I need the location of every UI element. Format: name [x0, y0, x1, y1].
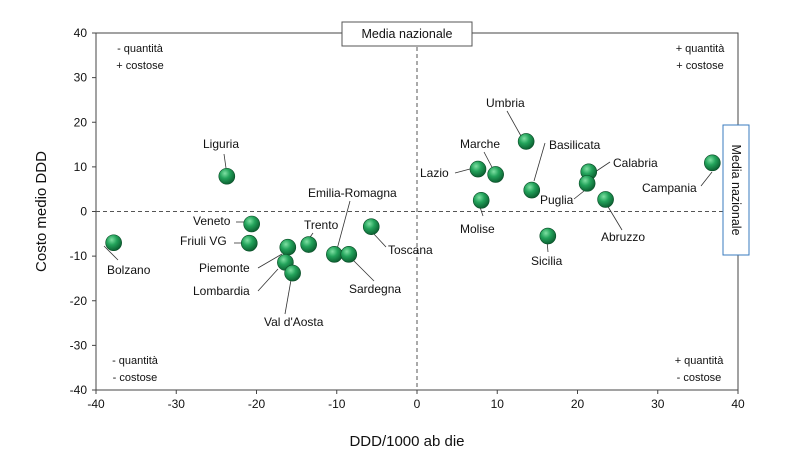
leader-abruzzo	[606, 204, 623, 231]
y-tick-label: 20	[74, 115, 88, 129]
label-abruzzo: Abruzzo	[601, 230, 645, 244]
x-tick-label: 0	[414, 397, 421, 411]
x-tick-label: 10	[491, 397, 505, 411]
point-puglia	[578, 175, 596, 192]
leader-val-d-aosta	[284, 279, 292, 315]
label-val-d-aosta: Val d'Aosta	[264, 315, 324, 329]
point-toscana	[362, 218, 380, 235]
x-tick-label: -40	[87, 397, 105, 411]
leader-bolzano	[103, 245, 119, 261]
label-emilia-romagna: Emilia-Romagna	[308, 186, 397, 200]
point-abruzzo	[597, 191, 614, 208]
quadrant-note-bottom-right: - costose	[677, 372, 722, 384]
reference-lines	[96, 33, 738, 390]
leader-toscana	[372, 232, 387, 248]
leader-lazio	[454, 168, 471, 174]
quadrant-note-top-left: - quantità	[117, 43, 164, 55]
horizontal-mean-label-box	[722, 124, 750, 256]
x-tick-label: 30	[651, 397, 665, 411]
y-tick-label: -10	[70, 249, 88, 263]
point-sicilia	[539, 227, 557, 245]
leader-campania	[700, 171, 713, 187]
leader-calabria	[594, 161, 611, 173]
y-tick-label: 40	[74, 26, 88, 40]
vertical-mean-label: Media nazionale	[361, 27, 452, 41]
label-friuli-vg: Friuli VG	[180, 234, 227, 248]
y-tick-label: -40	[70, 383, 88, 397]
label-sardegna: Sardegna	[349, 282, 401, 296]
y-tick-label: 30	[74, 71, 88, 85]
x-tick-label: 20	[571, 397, 585, 411]
leader-basilicata	[533, 142, 546, 182]
label-umbria: Umbria	[486, 96, 525, 110]
leader-liguria	[223, 153, 227, 169]
y-tick-label: -30	[70, 338, 88, 352]
label-calabria: Calabria	[613, 156, 658, 170]
point-basilicata	[523, 181, 541, 199]
point-umbria	[517, 133, 535, 150]
quadrant-note-top-right: + quantità	[676, 43, 726, 55]
point-friuli-vg	[240, 234, 258, 252]
point-bolzano	[105, 234, 122, 252]
quadrant-note-bottom-left: - costose	[113, 372, 158, 384]
label-liguria: Liguria	[203, 137, 239, 151]
point-piemonte	[279, 238, 297, 256]
label-puglia: Puglia	[540, 193, 574, 207]
x-tick-label: -30	[168, 397, 186, 411]
point-campania	[704, 154, 721, 172]
y-tick-label: 10	[74, 160, 88, 174]
point-liguria	[218, 167, 236, 185]
label-marche: Marche	[460, 137, 500, 151]
label-veneto: Veneto	[193, 214, 231, 228]
horizontal-mean-label: Media nazionale	[729, 144, 743, 235]
leader-lombardia	[257, 268, 279, 292]
label-toscana: Toscana	[388, 243, 433, 257]
x-axis-title: DDD/1000 ab die	[349, 433, 464, 450]
y-axis-title: Costo medio DDD	[33, 151, 50, 272]
point-emilia-romagna	[326, 246, 343, 263]
axes: -40 -30 -20 -10 0 10 20 30 40 -40 -30 -20 -10 0 10 20 30…	[70, 26, 745, 411]
point-val-d-aosta	[284, 264, 301, 282]
quadrant-note-top-left: + costose	[116, 60, 163, 72]
quadrant-note-top-right: + costose	[676, 60, 723, 72]
label-piemonte: Piemonte	[199, 261, 250, 275]
point-molise	[472, 192, 490, 209]
leader-puglia	[573, 190, 585, 200]
label-sicilia: Sicilia	[531, 254, 563, 268]
quadrant-note-bottom-left: - quantità	[112, 355, 159, 367]
point-sardegna	[340, 246, 358, 263]
label-lazio: Lazio	[420, 166, 449, 180]
leader-umbria	[506, 110, 522, 137]
vertical-mean-label-box	[341, 21, 473, 47]
leader-piemonte	[257, 253, 283, 269]
data-points	[105, 133, 721, 282]
y-tick-label: -20	[70, 294, 88, 308]
leader-sardegna	[351, 258, 375, 282]
reference-labels: Media nazionale Media nazionale	[341, 21, 750, 256]
label-basilicata: Basilicata	[549, 138, 601, 152]
point-veneto	[243, 215, 260, 233]
label-lombardia: Lombardia	[193, 284, 250, 298]
point-trento	[300, 236, 317, 253]
label-trento: Trento	[304, 218, 339, 232]
label-bolzano: Bolzano	[107, 263, 151, 277]
label-molise: Molise	[460, 222, 495, 236]
quadrant-annotations: - quantità + costose + quantità + costose - …	[112, 43, 725, 384]
point-lazio	[469, 160, 487, 178]
point-labels: Bolzano Liguria Veneto Friuli VG Piemonte Lom…	[107, 96, 697, 329]
x-tick-label: 40	[731, 397, 745, 411]
leader-emilia-romagna	[335, 200, 351, 254]
label-campania: Campania	[642, 181, 697, 195]
y-tick-label: 0	[80, 205, 87, 219]
x-tick-label: -20	[248, 397, 266, 411]
point-marche	[487, 166, 504, 183]
quadrant-note-bottom-right: + quantità	[675, 355, 725, 367]
x-tick-label: -10	[328, 397, 346, 411]
